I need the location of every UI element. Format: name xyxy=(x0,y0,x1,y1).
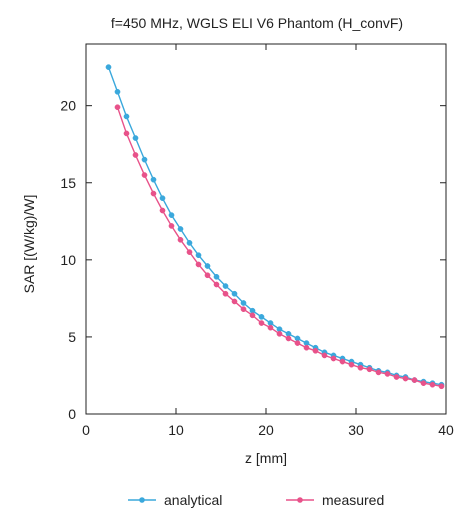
data-point-measured xyxy=(258,320,265,326)
data-point-measured xyxy=(114,104,121,111)
legend-marker-measured xyxy=(297,497,303,503)
x-tick-label: 0 xyxy=(82,422,90,438)
data-point-measured xyxy=(177,236,184,243)
series-line-measured xyxy=(116,106,442,387)
data-point-measured xyxy=(186,249,193,255)
data-point-measured xyxy=(303,344,310,351)
data-point-measured xyxy=(357,364,364,371)
data-point-measured xyxy=(249,312,256,319)
data-point-measured xyxy=(285,335,292,342)
data-point-measured xyxy=(168,223,175,229)
legend: analytical measured xyxy=(128,492,384,508)
data-point-analytical xyxy=(159,195,166,202)
data-point-measured xyxy=(195,261,202,268)
data-point-measured xyxy=(141,172,148,178)
y-tick-label: 10 xyxy=(60,252,76,268)
data-point-analytical xyxy=(123,113,130,120)
data-point-measured xyxy=(438,383,445,390)
data-point-analytical xyxy=(240,300,247,306)
data-point-measured xyxy=(294,340,301,346)
data-point-analytical xyxy=(105,64,112,70)
data-point-measured xyxy=(375,369,382,376)
data-point-analytical xyxy=(141,156,148,163)
data-point-analytical xyxy=(150,176,157,183)
data-point-analytical xyxy=(213,273,220,280)
y-tick-label: 0 xyxy=(68,406,76,422)
legend-label-analytical: analytical xyxy=(164,492,222,508)
x-tick-label: 20 xyxy=(258,422,274,438)
x-tick-label: 30 xyxy=(348,422,364,438)
data-point-analytical xyxy=(114,88,121,95)
data-point-measured xyxy=(132,152,139,158)
data-point-analytical xyxy=(177,226,184,232)
y-tick-label: 15 xyxy=(60,175,76,191)
legend-marker-analytical xyxy=(139,497,145,503)
data-point-analytical xyxy=(222,283,229,289)
data-point-measured xyxy=(366,366,373,373)
data-point-analytical xyxy=(204,263,211,269)
data-point-analytical xyxy=(132,135,139,141)
data-point-measured xyxy=(393,374,400,380)
data-point-analytical xyxy=(231,290,238,297)
plot-frame xyxy=(85,43,447,415)
x-tick-label: 10 xyxy=(168,422,184,438)
data-point-measured xyxy=(384,371,391,377)
data-point-measured xyxy=(231,298,238,305)
chart-title: f=450 MHz, WGLS ELI V6 Phantom (H_convF) xyxy=(111,15,403,31)
data-point-analytical xyxy=(195,252,202,259)
y-tick-label: 20 xyxy=(60,98,76,114)
data-point-measured xyxy=(348,361,355,368)
data-point-measured xyxy=(150,190,157,197)
x-axis-label: z [mm] xyxy=(245,450,287,466)
data-point-measured xyxy=(339,358,346,365)
data-point-measured xyxy=(159,207,166,214)
data-point-analytical xyxy=(168,212,175,218)
x-tick-label: 40 xyxy=(438,422,454,438)
series-line-analytical xyxy=(107,66,442,386)
data-point-measured xyxy=(267,324,274,331)
y-tick-label: 5 xyxy=(68,329,76,345)
plot-layer: 0 10 20 30 40 0 5 10 15 20 xyxy=(60,43,454,438)
data-point-measured xyxy=(429,381,436,388)
data-point-analytical xyxy=(186,240,193,246)
data-point-measured xyxy=(312,347,319,354)
data-point-analytical xyxy=(258,314,265,320)
data-point-measured xyxy=(222,290,229,297)
data-point-measured xyxy=(420,380,427,387)
data-point-measured xyxy=(330,355,337,362)
data-point-measured xyxy=(204,272,211,279)
y-axis-label: SAR [(W/kg)/W] xyxy=(21,195,37,294)
data-point-measured xyxy=(411,377,418,383)
data-point-measured xyxy=(402,375,409,382)
data-point-measured xyxy=(123,130,130,137)
data-point-measured xyxy=(240,306,247,313)
legend-label-measured: measured xyxy=(322,492,384,508)
data-point-measured xyxy=(276,330,283,337)
data-point-measured xyxy=(213,281,220,288)
data-point-measured xyxy=(321,352,328,359)
